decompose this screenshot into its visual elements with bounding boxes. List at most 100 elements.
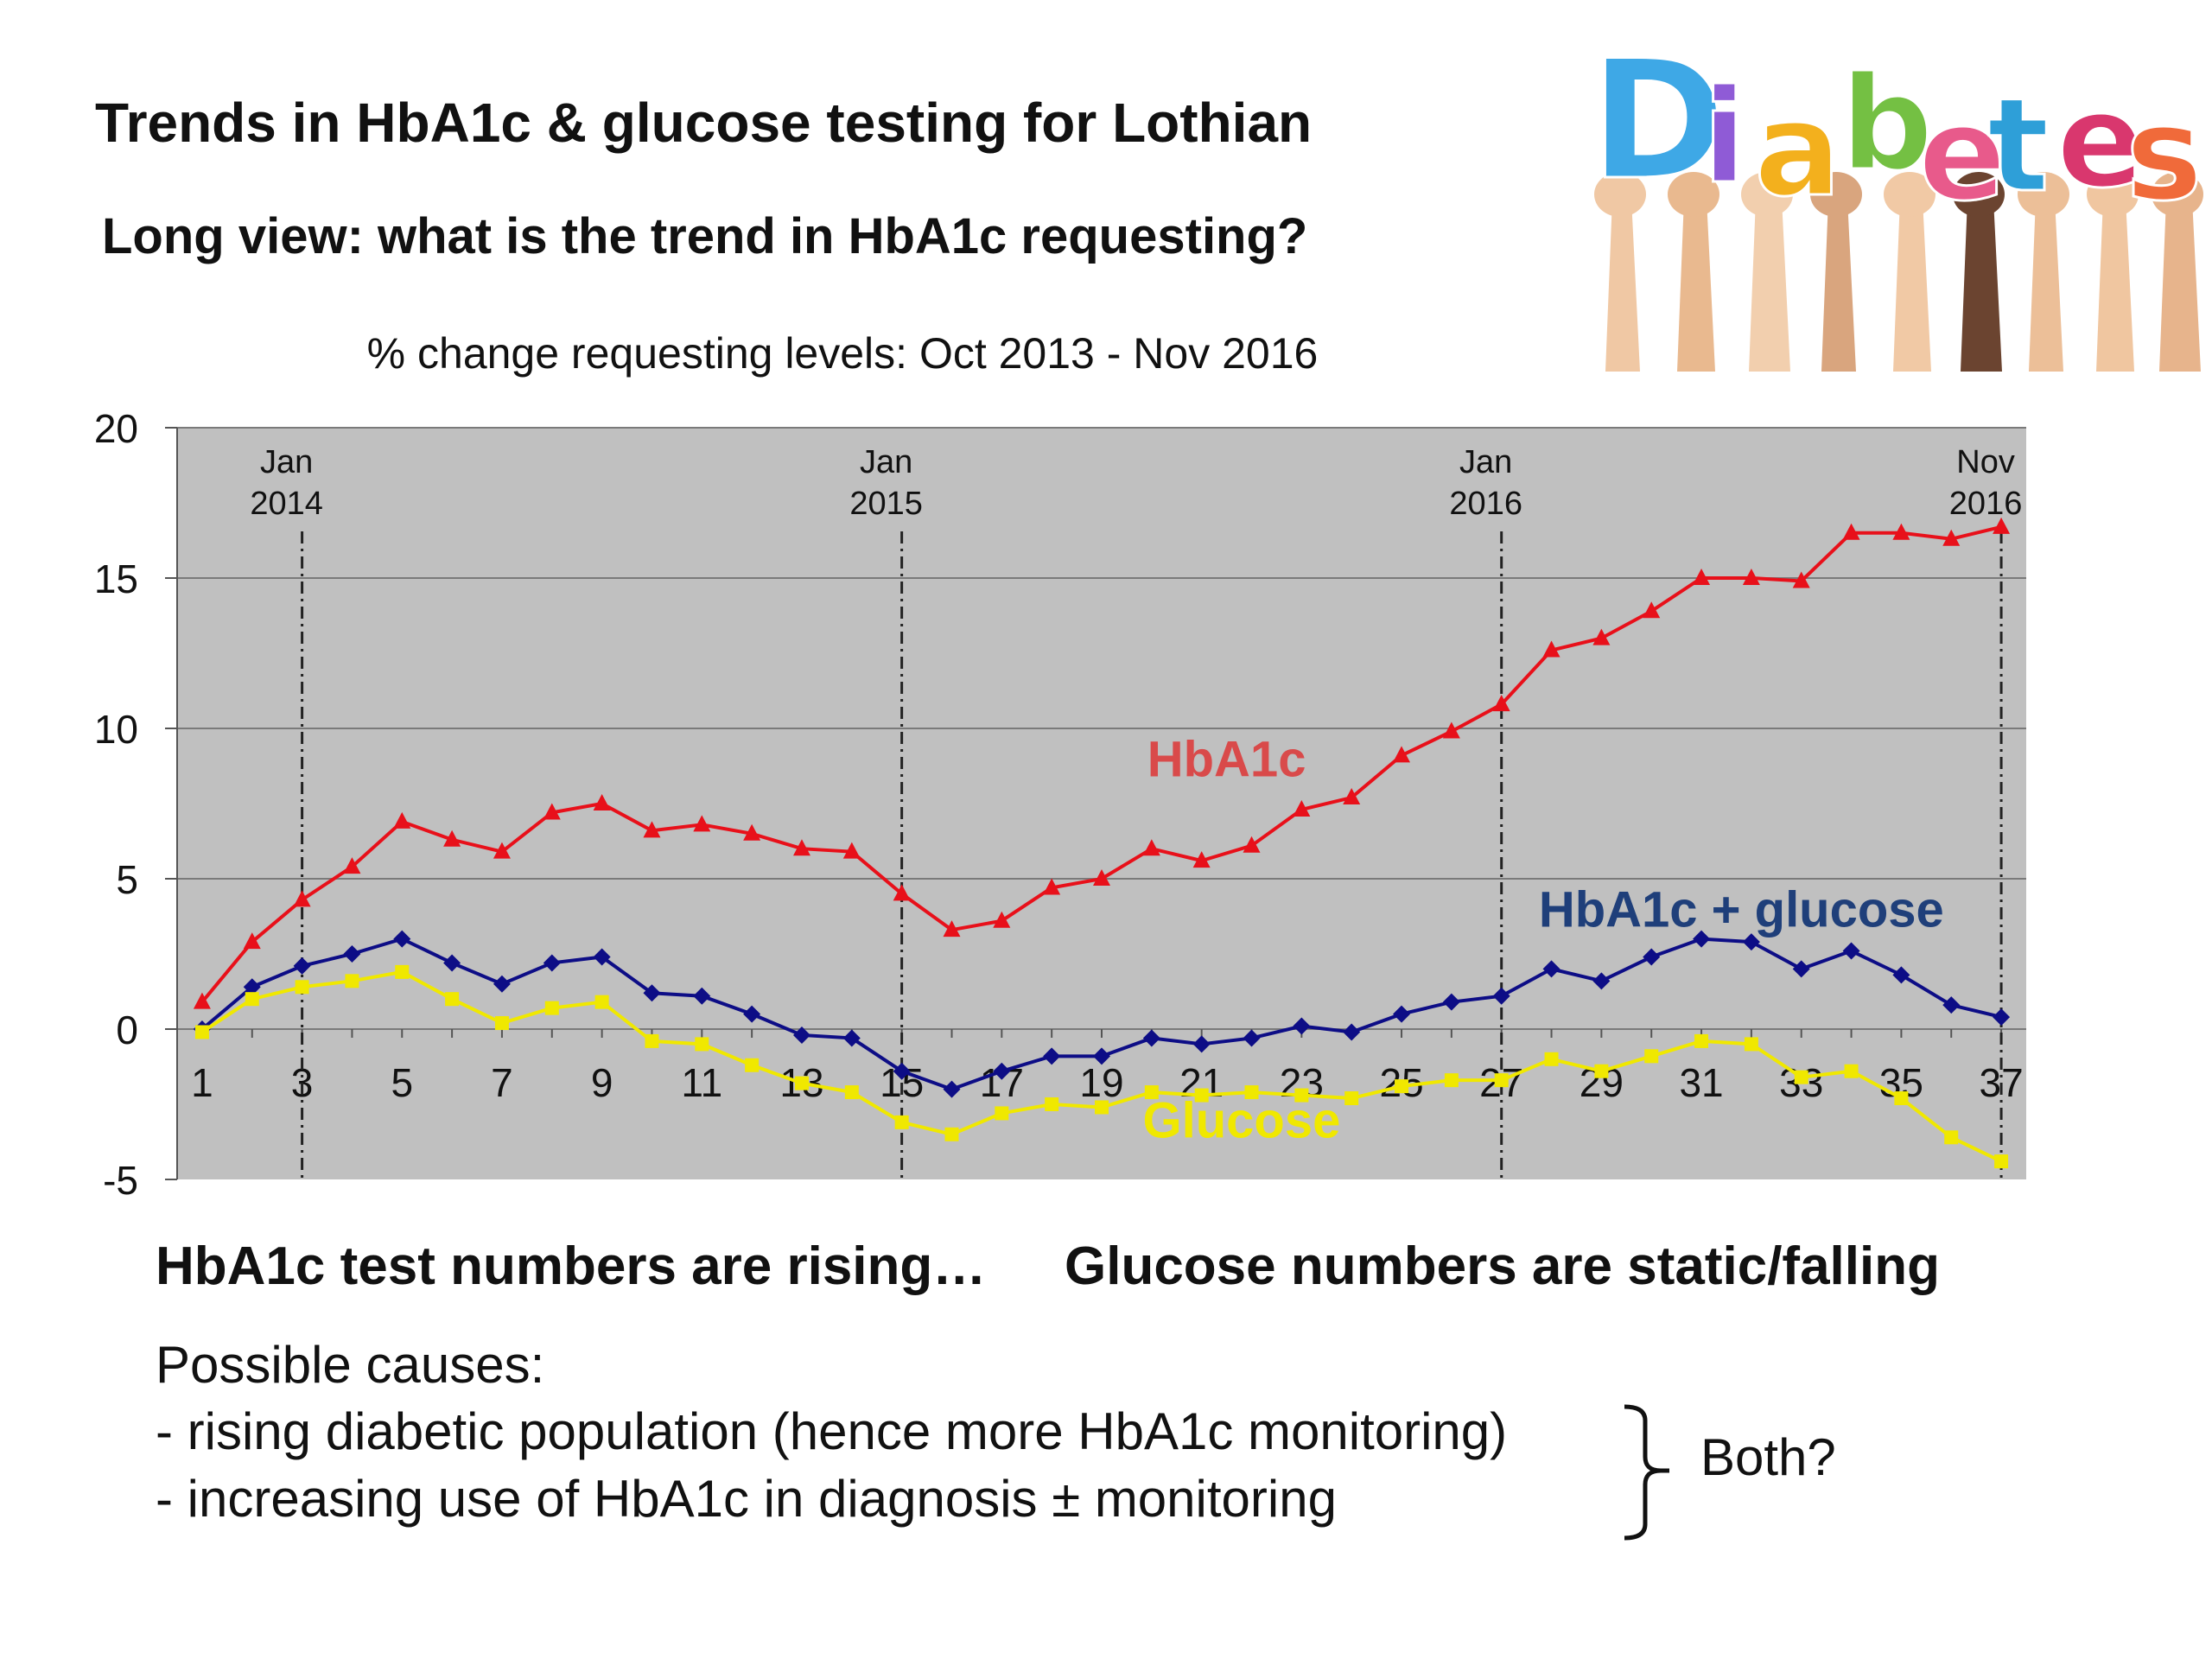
data-point [1243,1029,1261,1047]
data-point [543,803,561,820]
data-point [1594,1064,1609,1078]
data-point [844,1085,859,1100]
data-point [1592,628,1611,645]
data-point [1243,836,1261,853]
data-point [1492,987,1510,1005]
arm-shape [1821,186,1856,372]
data-point [1343,1023,1361,1041]
data-point [1794,1070,1808,1084]
data-point [194,1025,209,1039]
data-point [1942,529,1961,546]
data-point [1194,1088,1209,1103]
logo-letter: e [2056,67,2145,217]
data-point [693,987,711,1005]
data-point [1244,1085,1259,1100]
data-point [1192,1035,1211,1053]
plot-area: -505101520135791113151719212325272931333… [94,406,2026,1203]
trend-line-chart: -505101520135791113151719212325272931333… [94,406,2026,1203]
data-point [445,992,460,1007]
y-tick-label: 15 [94,556,138,601]
data-point [1894,1091,1909,1106]
data-point [593,794,611,810]
arm-shape [2159,186,2201,372]
data-point [345,974,359,988]
data-point [894,1115,909,1129]
x-tick-label: 31 [1679,1060,1723,1105]
data-point [993,1062,1011,1080]
data-point [1144,1085,1159,1100]
chart-title: % change requesting levels: Oct 2013 - N… [366,329,1319,378]
curly-brace-icon [1624,1404,1669,1541]
x-tick-label: 9 [591,1060,613,1105]
data-point [1095,1100,1109,1115]
data-point [1944,1130,1959,1145]
logo-letter: D [1590,26,1726,216]
data-point [243,932,261,950]
data-point [893,1062,911,1080]
data-point [1192,851,1211,868]
data-point [643,984,661,1002]
arm-shape [1961,186,2002,372]
data-point [893,884,911,901]
slide-title: Trends in HbA1c & glucose testing for Lo… [95,92,1313,154]
date-marker-label: Jan [860,444,912,480]
data-point [1293,1017,1311,1035]
data-point [1742,569,1760,585]
fist-shape [1810,172,1862,217]
data-point [643,821,661,838]
data-point [493,975,511,993]
data-point [743,823,761,841]
x-tick-label: 19 [1079,1060,1123,1105]
data-point [792,839,810,856]
data-point [1942,996,1961,1014]
arm-shape [1605,186,1640,372]
data-point [1544,1052,1559,1066]
data-point [943,1080,961,1098]
data-point [1294,1088,1309,1103]
arm-shape [1677,186,1715,372]
data-point [1542,640,1560,658]
data-point [1694,1033,1709,1048]
data-point [243,978,261,996]
data-point [544,1001,559,1015]
data-point [1744,1037,1758,1052]
data-point [293,957,311,975]
data-point [1393,1005,1411,1023]
series-label: HbA1c + glucose [1539,882,1944,938]
data-point [745,1058,760,1072]
logo-word: Di abet es [1589,26,2204,232]
date-marker-label: 2015 [849,486,923,522]
x-tick-label: 5 [391,1060,413,1105]
data-point [1592,972,1611,990]
data-point [393,930,411,948]
data-point [493,842,511,859]
data-point [1542,960,1560,978]
data-point [993,911,1011,928]
observation-glucose-static: Glucose numbers are static/falling [1065,1236,1940,1296]
data-point [343,945,361,963]
data-point [494,1016,509,1031]
data-point [1842,942,1860,960]
cause-item: - rising diabetic population (hence more… [156,1402,1508,1460]
data-point [1045,1097,1059,1111]
data-point [1343,788,1361,805]
series-label: Glucose [1143,1092,1341,1148]
date-marker-label: Jan [260,444,313,480]
data-point [293,890,311,907]
data-point [944,1127,959,1141]
arm-shape [1893,186,1931,372]
data-point [1892,523,1910,540]
data-point [1742,933,1760,951]
arm-shape [1749,186,1790,372]
data-point [1792,571,1810,588]
series-label: HbA1c [1147,732,1306,788]
data-point [1644,1049,1659,1064]
data-point [842,1029,861,1047]
data-point [794,1076,809,1090]
data-point [1444,1073,1459,1088]
logo-letter: a [1754,75,1841,226]
data-point [594,995,609,1009]
y-tick-label: 20 [94,406,138,451]
data-point [695,1037,709,1052]
data-point [543,954,561,972]
